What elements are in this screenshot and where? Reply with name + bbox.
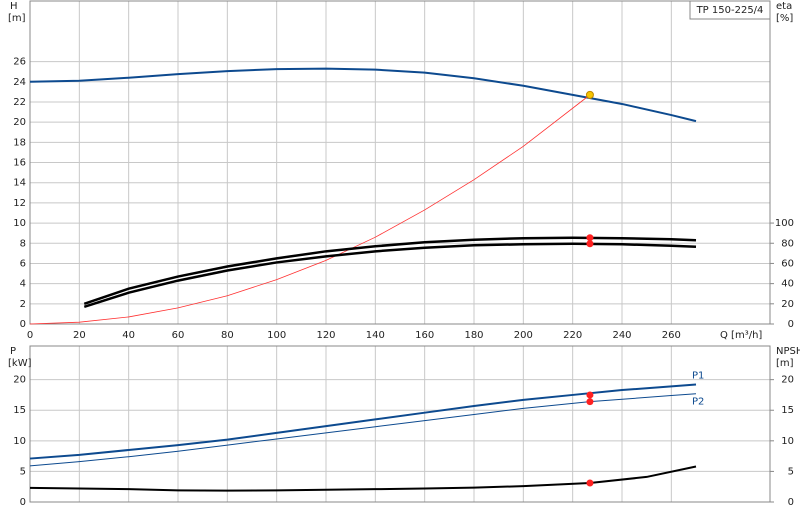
y-tick-label: 10 xyxy=(13,436,26,447)
y-tick-label: 18 xyxy=(13,137,26,148)
y2-tick-label: 15 xyxy=(781,405,794,416)
duty-point xyxy=(586,234,594,242)
x-tick-label: 140 xyxy=(366,330,385,341)
y-tick-label: 20 xyxy=(13,117,26,128)
y-tick-label: 0 xyxy=(20,497,26,508)
y2-tick-label: 100 xyxy=(775,218,794,229)
duty-point xyxy=(585,90,594,99)
series-label: P2 xyxy=(692,397,704,408)
chart-title: TP 150-225/4 xyxy=(696,5,764,16)
y-tick-label: 4 xyxy=(20,279,26,290)
y2-tick-label: 60 xyxy=(781,258,794,269)
y-tick-label: 22 xyxy=(13,97,26,108)
y2-axis-unit: [m] xyxy=(776,358,794,369)
duty-point xyxy=(586,398,594,406)
y-tick-label: 0 xyxy=(20,319,26,330)
y-tick-label: 15 xyxy=(13,405,26,416)
y2-tick-label: 0 xyxy=(788,319,794,330)
y2-tick-label: 20 xyxy=(781,299,794,310)
y2-tick-label: 80 xyxy=(781,238,794,249)
title-box xyxy=(689,0,771,20)
y2-axis-label: eta xyxy=(776,1,792,12)
series-label: P1 xyxy=(692,371,704,382)
plot-frame xyxy=(29,345,771,503)
duty-point xyxy=(586,240,594,248)
x-tick-label: 240 xyxy=(612,330,631,341)
curve xyxy=(29,465,697,492)
y-tick-label: 26 xyxy=(13,57,26,68)
curve xyxy=(29,94,591,325)
y-tick-label: 20 xyxy=(13,375,26,386)
duty-point xyxy=(586,479,594,487)
x-tick-label: 100 xyxy=(267,330,286,341)
y2-axis-label: NPSH xyxy=(776,346,800,357)
y-axis-unit: [m] xyxy=(8,13,26,24)
duty-point xyxy=(586,391,594,399)
y-axis-unit: [kW] xyxy=(8,358,32,369)
y-tick-label: 12 xyxy=(13,198,26,209)
plot-frame xyxy=(29,0,771,325)
curve xyxy=(29,67,697,123)
y-tick-label: 6 xyxy=(20,258,26,269)
x-tick-label: 40 xyxy=(122,330,135,341)
y-tick-label: 24 xyxy=(13,77,26,88)
x-tick-label: 60 xyxy=(172,330,185,341)
y-tick-label: 16 xyxy=(13,158,26,169)
y2-tick-label: 20 xyxy=(781,375,794,386)
y2-tick-label: 10 xyxy=(781,436,794,447)
x-axis-label: Q [m³/h] xyxy=(720,330,762,341)
y-axis-label: P xyxy=(10,346,16,357)
y2-tick-label: 0 xyxy=(788,497,794,508)
x-tick-label: 220 xyxy=(563,330,582,341)
y2-tick-label: 5 xyxy=(788,466,794,477)
y2-axis-unit: [%] xyxy=(776,13,793,24)
x-tick-label: 0 xyxy=(27,330,33,341)
curve xyxy=(83,242,697,309)
x-tick-label: 180 xyxy=(464,330,483,341)
x-tick-label: 260 xyxy=(662,330,681,341)
curve xyxy=(29,393,697,467)
x-tick-label: 80 xyxy=(221,330,234,341)
curve xyxy=(83,236,697,305)
y-tick-label: 10 xyxy=(13,218,26,229)
x-tick-label: 200 xyxy=(514,330,533,341)
y-axis-label: H xyxy=(10,1,18,12)
y-tick-label: 5 xyxy=(20,466,26,477)
curve xyxy=(29,383,697,460)
y-tick-label: 2 xyxy=(20,299,26,310)
x-tick-label: 160 xyxy=(415,330,434,341)
y-tick-label: 8 xyxy=(20,238,26,249)
y-tick-label: 14 xyxy=(13,178,26,189)
y2-tick-label: 40 xyxy=(781,279,794,290)
x-tick-label: 20 xyxy=(73,330,86,341)
x-tick-label: 120 xyxy=(316,330,335,341)
